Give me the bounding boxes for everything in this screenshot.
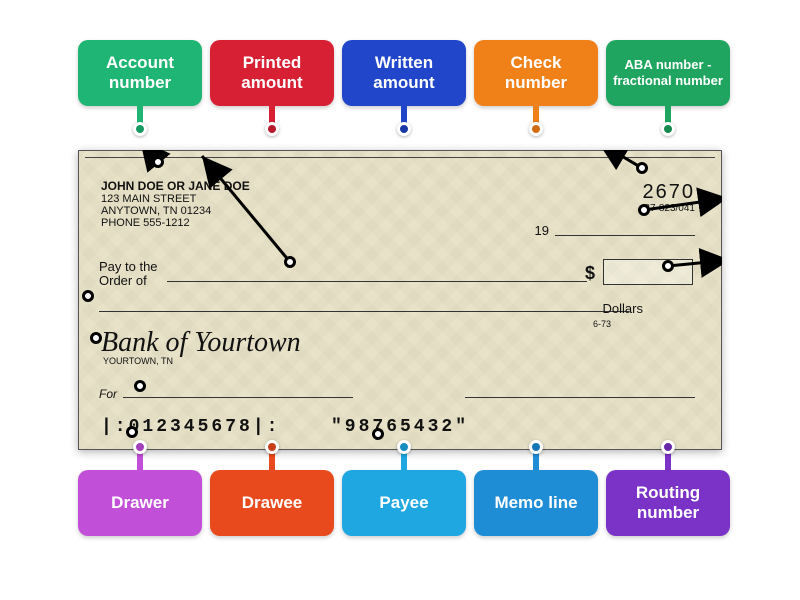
pin-stem — [401, 452, 407, 470]
pin-dot — [265, 440, 279, 454]
pin-dot — [133, 122, 147, 136]
label-text: ABA number - fractional number — [612, 57, 724, 88]
pin-stem — [269, 452, 275, 470]
check-image: JOHN DOE OR JANE DOE 123 MAIN STREET ANY… — [78, 150, 722, 450]
drawer-addr1: 123 MAIN STREET — [101, 193, 196, 205]
memo-underline — [123, 397, 353, 398]
label-drawee[interactable]: Drawee — [210, 470, 334, 536]
label-payee[interactable]: Payee — [342, 470, 466, 536]
pin-dot — [397, 122, 411, 136]
label-drawer[interactable]: Drawer — [78, 470, 202, 536]
label-text: Written amount — [348, 53, 460, 92]
date-line — [555, 235, 695, 236]
pin-dot — [661, 122, 675, 136]
label-printed-amount[interactable]: Printed amount — [210, 40, 334, 106]
safety-code: 6-73 — [593, 319, 611, 329]
label-text: Drawer — [111, 493, 169, 513]
amount-box — [603, 259, 693, 285]
label-text: Drawee — [242, 493, 302, 513]
pin-stem — [533, 452, 539, 470]
label-text: Check number — [480, 53, 592, 92]
label-written-amount[interactable]: Written amount — [342, 40, 466, 106]
pin-dot — [133, 440, 147, 454]
pin-stem — [665, 452, 671, 470]
payto-l1: Pay to the — [99, 259, 158, 274]
label-text: Printed amount — [216, 53, 328, 92]
signature-underline — [465, 397, 695, 398]
date-prefix: 19 — [535, 223, 549, 238]
label-memo-line[interactable]: Memo line — [474, 470, 598, 536]
label-text: Routing number — [612, 483, 724, 522]
written-amount-underline — [99, 311, 629, 312]
label-text: Memo line — [494, 493, 577, 513]
dollars-label: Dollars — [603, 301, 643, 316]
label-routing-number[interactable]: Routing number — [606, 470, 730, 536]
pin-dot — [661, 440, 675, 454]
bank-city: YOURTOWN, TN — [103, 356, 173, 366]
label-aba-fractional[interactable]: ABA number - fractional number — [606, 40, 730, 106]
pin-dot — [529, 440, 543, 454]
label-check-number[interactable]: Check number — [474, 40, 598, 106]
drawer-phone: PHONE 555-1212 — [101, 217, 190, 229]
payee-underline — [167, 281, 587, 282]
check-number: 2670 — [643, 181, 696, 204]
micr-account: "98765432" — [331, 417, 469, 437]
drawer-addr2: ANYTOWN, TN 01234 — [101, 205, 211, 217]
dollar-sign: $ — [585, 263, 595, 284]
bank-name: Bank of Yourtown — [101, 327, 301, 359]
pin-stem — [137, 452, 143, 470]
label-text: Payee — [379, 493, 428, 513]
fractional-number: 87-823/041 — [644, 203, 695, 214]
pin-dot — [265, 122, 279, 136]
bottom-label-row: Drawer Drawee Payee Memo line Routing nu… — [78, 470, 800, 536]
check-top-rule — [85, 157, 715, 158]
pin-dot — [529, 122, 543, 136]
payto-l2: Order of — [99, 273, 147, 288]
for-label: For — [99, 387, 117, 401]
micr-routing: |:012345678|: — [101, 417, 280, 437]
label-account-number[interactable]: Account number — [78, 40, 202, 106]
drawer-name: JOHN DOE OR JANE DOE — [101, 179, 250, 193]
label-text: Account number — [84, 53, 196, 92]
pin-dot — [397, 440, 411, 454]
top-label-row: Account number Printed amount Written am… — [78, 40, 800, 106]
